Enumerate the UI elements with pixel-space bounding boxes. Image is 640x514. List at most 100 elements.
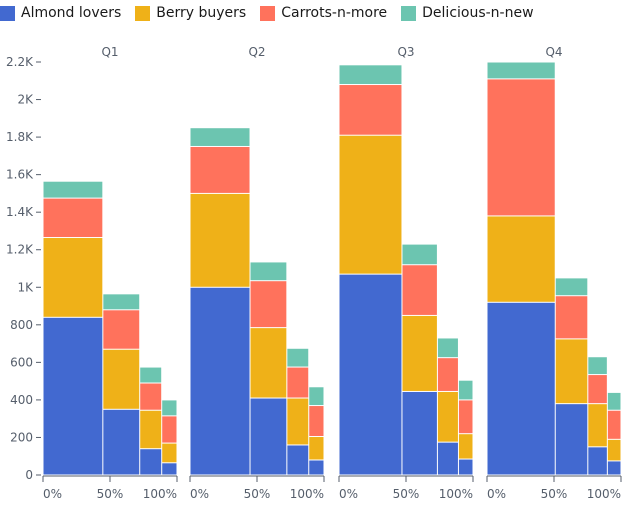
legend-label: Almond lovers bbox=[21, 5, 122, 21]
y-tick-label: 1.8K bbox=[6, 130, 34, 144]
bar-segment bbox=[555, 404, 588, 475]
bar-segment bbox=[162, 443, 177, 463]
bar-segment bbox=[437, 338, 458, 358]
facet-label: Q1 bbox=[101, 45, 118, 59]
bar-segment bbox=[437, 391, 458, 442]
bar-segment bbox=[287, 445, 309, 475]
facet-label: Q4 bbox=[545, 45, 562, 59]
bar-segment bbox=[588, 357, 607, 375]
legend-swatch bbox=[135, 5, 151, 21]
bar-segment bbox=[43, 181, 103, 198]
bar-segment bbox=[402, 244, 437, 265]
bar-segment bbox=[287, 398, 309, 445]
bar-segment bbox=[43, 198, 103, 238]
legend-swatch bbox=[260, 5, 276, 21]
bar-segment bbox=[458, 400, 473, 434]
bar-segment bbox=[287, 367, 309, 398]
bar-segment bbox=[103, 294, 140, 310]
bar-segment bbox=[140, 449, 162, 475]
bar-segment bbox=[250, 398, 287, 475]
bar-segment bbox=[402, 265, 437, 315]
bar-segment bbox=[458, 380, 473, 400]
bar-segment bbox=[103, 310, 140, 349]
bar-segment bbox=[309, 387, 324, 406]
bar-segment bbox=[190, 193, 250, 287]
bar-segment bbox=[402, 391, 437, 475]
facet-label: Q2 bbox=[248, 45, 265, 59]
x-tick-label: 100% bbox=[290, 487, 324, 501]
bar-segment bbox=[487, 302, 555, 475]
bar-segment bbox=[250, 328, 287, 398]
bar-segment bbox=[437, 358, 458, 391]
bar-segment bbox=[309, 437, 324, 460]
x-tick-label: 0% bbox=[190, 487, 209, 501]
bar-segment bbox=[555, 339, 588, 404]
y-tick-label: 400 bbox=[10, 393, 33, 407]
bar-segment bbox=[458, 434, 473, 459]
legend-label: Carrots-n-more bbox=[281, 5, 388, 21]
bar-segment bbox=[555, 278, 588, 296]
bar-segment bbox=[588, 447, 607, 475]
bar-segment bbox=[437, 442, 458, 475]
legend-swatch bbox=[401, 5, 417, 21]
legend-item: Carrots-n-more bbox=[260, 5, 387, 21]
x-tick-label: 100% bbox=[143, 487, 177, 501]
bar-segment bbox=[402, 315, 437, 391]
x-tick-label: 0% bbox=[487, 487, 506, 501]
bar-segment bbox=[607, 461, 621, 475]
bar-segment bbox=[309, 460, 324, 475]
bar-segment bbox=[588, 375, 607, 404]
legend-item: Delicious-n-new bbox=[401, 5, 534, 21]
x-tick-label: 100% bbox=[439, 487, 473, 501]
bar-segment bbox=[250, 262, 287, 281]
bar-segment bbox=[103, 409, 140, 475]
y-tick-label: 1.4K bbox=[6, 205, 34, 219]
bar-segment bbox=[43, 238, 103, 317]
x-tick-label: 50% bbox=[244, 487, 271, 501]
y-tick-label: 2.2K bbox=[6, 55, 34, 69]
x-tick-label: 100% bbox=[587, 487, 621, 501]
y-tick-label: 200 bbox=[10, 430, 33, 444]
legend: Almond lovers Berry buyers Carrots-n-more D… bbox=[0, 5, 534, 21]
legend-swatch bbox=[0, 5, 15, 21]
y-tick-label: 800 bbox=[10, 318, 33, 332]
bar-segment bbox=[588, 404, 607, 447]
bar-segment bbox=[162, 400, 177, 416]
bar-segment bbox=[339, 65, 402, 85]
bar-segment bbox=[339, 274, 402, 475]
facet-label: Q3 bbox=[397, 45, 414, 59]
bar-segment bbox=[140, 367, 162, 383]
bar-segment bbox=[190, 128, 250, 146]
bar-segment bbox=[287, 348, 309, 367]
legend-label: Delicious-n-new bbox=[422, 5, 534, 21]
x-tick-label: 0% bbox=[43, 487, 62, 501]
legend-label: Berry buyers bbox=[156, 5, 247, 21]
bar-segment bbox=[487, 62, 555, 79]
bar-segment bbox=[162, 416, 177, 443]
bar-segment bbox=[458, 459, 473, 475]
x-tick-label: 50% bbox=[393, 487, 420, 501]
bar-segment bbox=[162, 463, 177, 475]
bar-segment bbox=[309, 406, 324, 437]
y-tick-label: 1K bbox=[17, 280, 34, 294]
x-tick-label: 0% bbox=[339, 487, 358, 501]
y-tick-label: 1.6K bbox=[6, 168, 34, 182]
bar-segment bbox=[607, 392, 621, 410]
bar-segment bbox=[607, 439, 621, 461]
y-tick-label: 0 bbox=[25, 468, 33, 482]
bar-segment bbox=[607, 410, 621, 439]
bar-segment bbox=[487, 79, 555, 216]
bar-segment bbox=[555, 296, 588, 339]
bar-segment bbox=[140, 410, 162, 449]
legend-item: Berry buyers bbox=[135, 5, 246, 21]
y-tick-label: 2K bbox=[17, 93, 34, 107]
x-tick-label: 50% bbox=[97, 487, 124, 501]
bar-segment bbox=[190, 287, 250, 475]
y-tick-label: 1.2K bbox=[6, 243, 34, 257]
bar-segment bbox=[250, 281, 287, 328]
bar-segment bbox=[190, 146, 250, 193]
y-tick-label: 600 bbox=[10, 355, 33, 369]
bar-segment bbox=[339, 85, 402, 135]
bar-segment bbox=[43, 317, 103, 475]
